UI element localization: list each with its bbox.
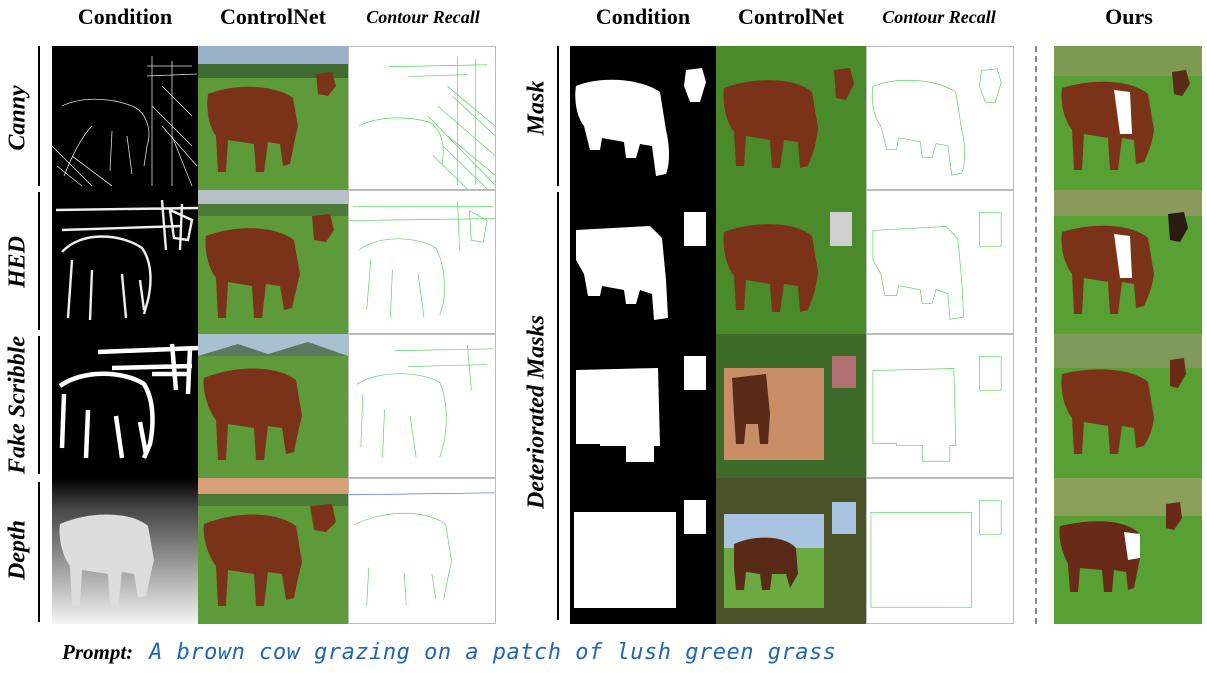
row-bar (557, 46, 559, 186)
fake-scribble-condition-image (52, 334, 198, 478)
row-label-hed: HED (4, 235, 31, 289)
prompt-label: Prompt: (62, 640, 134, 664)
deteriorated-mask-1-contour-image (866, 190, 1014, 334)
row-bar (557, 192, 559, 620)
row-label-fake-scribble: Fake Scribble (4, 336, 31, 474)
prompt-text: A brown cow grazing on a patch of lush g… (149, 640, 837, 665)
canny-controlnet-image (198, 46, 348, 190)
hed-condition-image (52, 190, 198, 334)
deteriorated-mask-3-contour-image (866, 478, 1014, 624)
left-controlnet-header: ControlNet (220, 4, 326, 29)
mask-controlnet-image (716, 46, 866, 190)
depth-controlnet-image (198, 478, 348, 624)
row-label-canny: Canny (4, 85, 31, 151)
ours-image-4 (1054, 478, 1202, 624)
ours-image-2 (1054, 190, 1202, 334)
deteriorated-mask-2-condition-image (570, 334, 716, 478)
row-label-depth: Depth (4, 520, 31, 580)
depth-condition-image (52, 478, 198, 624)
depth-contour-image (348, 478, 496, 624)
prompt-line: Prompt: A brown cow grazing on a patch of… (62, 640, 836, 665)
row-bar (38, 336, 40, 474)
deteriorated-mask-1-controlnet-image (716, 190, 866, 334)
deteriorated-mask-2-controlnet-image (716, 334, 866, 478)
right-contour-recall-header: Contour Recall (882, 7, 996, 27)
deteriorated-mask-2-contour-image (866, 334, 1014, 478)
hed-controlnet-image (198, 190, 348, 334)
canny-contour-image (348, 46, 496, 190)
ours-header: Ours (1105, 4, 1153, 29)
row-label-mask: Mask (523, 80, 550, 136)
right-controlnet-header: ControlNet (738, 4, 844, 29)
deteriorated-mask-3-controlnet-image (716, 478, 866, 624)
deteriorated-mask-1-condition-image (570, 190, 716, 334)
left-condition-header: Condition (77, 4, 173, 29)
separator-dashed-line (1035, 46, 1037, 624)
row-bar (38, 482, 40, 622)
row-bar (38, 192, 40, 330)
fake-scribble-controlnet-image (198, 334, 348, 478)
hed-contour-image (348, 190, 496, 334)
ours-image-1 (1054, 46, 1202, 190)
deteriorated-mask-3-condition-image (570, 478, 716, 624)
left-contour-recall-header: Contour Recall (366, 7, 480, 27)
row-bar (38, 46, 40, 186)
fake-scribble-contour-image (348, 334, 496, 478)
canny-condition-image (52, 46, 198, 190)
row-label-deteriorated-masks: Deteriorated Masks (523, 315, 550, 509)
ours-image-3 (1054, 334, 1202, 478)
right-condition-header: Condition (595, 4, 691, 29)
mask-condition-image (570, 46, 716, 190)
mask-contour-image (866, 46, 1014, 190)
